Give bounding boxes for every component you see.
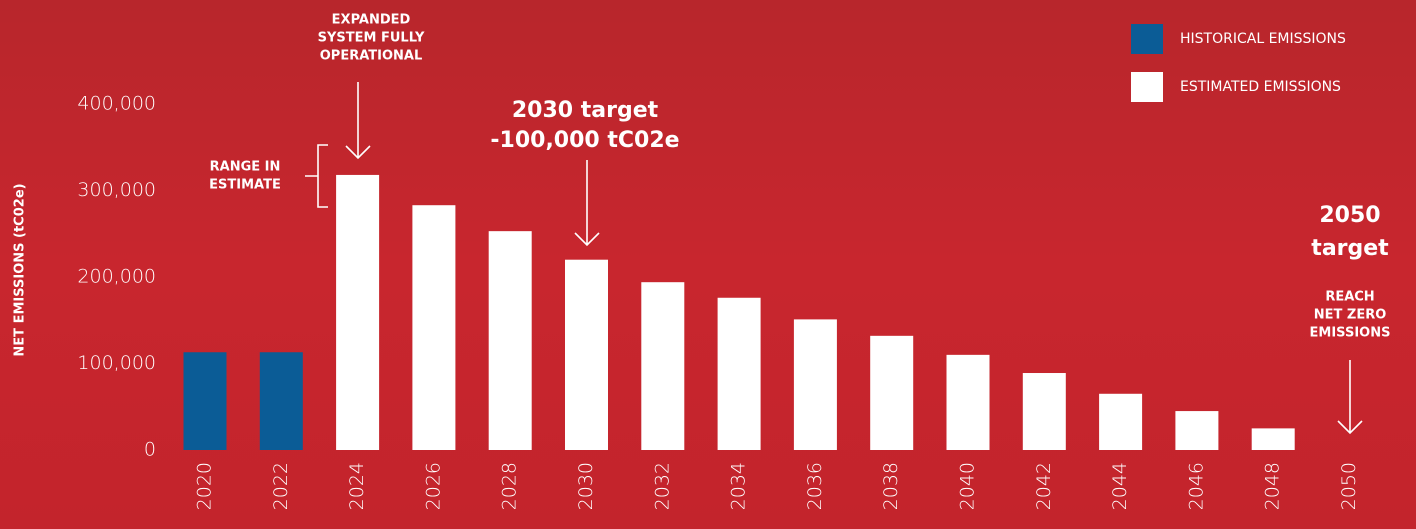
bar — [870, 335, 914, 450]
bar — [946, 354, 990, 450]
x-tick-label: 2022 — [270, 462, 292, 510]
x-tick-label: 2020 — [194, 462, 216, 510]
y-tick-label: 100,000 — [77, 352, 156, 374]
annotation: NET ZERO — [1314, 308, 1387, 323]
y-tick-label: 300,000 — [77, 179, 156, 201]
y-axis-label: NET EMISSIONS (tC02e) — [13, 183, 28, 356]
y-tick-label: 400,000 — [77, 93, 156, 115]
bar — [1099, 393, 1143, 450]
y-tick-label: 0 — [144, 439, 156, 461]
annotation: SYSTEM FULLY — [318, 31, 425, 46]
x-tick-label: 2028 — [499, 462, 521, 510]
bar — [1251, 428, 1295, 450]
annotation: 2030 target — [512, 98, 659, 123]
bar — [183, 352, 227, 450]
x-tick-label: 2034 — [728, 462, 750, 510]
legend-swatch — [1131, 24, 1163, 54]
y-tick-label: 200,000 — [77, 266, 156, 288]
bar — [1022, 373, 1066, 450]
x-tick-label: 2040 — [957, 462, 979, 510]
bar — [565, 259, 608, 450]
annotation: RANGE IN — [210, 160, 281, 175]
bar — [1175, 411, 1219, 450]
annotation: target — [1311, 236, 1389, 261]
bar — [641, 282, 685, 450]
annotation: EXPANDED — [332, 13, 411, 28]
x-tick-label: 2042 — [1033, 462, 1055, 510]
x-tick-label: 2048 — [1262, 462, 1284, 510]
annotation: ESTIMATE — [209, 178, 281, 193]
bar — [259, 352, 303, 450]
legend-label: ESTIMATED EMISSIONS — [1180, 79, 1341, 95]
annotation: REACH — [1325, 290, 1374, 305]
annotation: -100,000 tC02e — [490, 128, 679, 153]
bar — [412, 205, 456, 450]
annotation: EMISSIONS — [1310, 326, 1391, 341]
x-tick-label: 2046 — [1185, 462, 1207, 510]
bar — [717, 297, 761, 450]
legend-label: HISTORICAL EMISSIONS — [1180, 31, 1346, 47]
arrows — [305, 82, 1363, 435]
x-tick-label: 2044 — [1109, 462, 1131, 510]
legend-swatch — [1131, 72, 1163, 102]
bar — [488, 231, 532, 450]
x-tick-label: 2024 — [346, 462, 368, 510]
x-tick-label: 2032 — [651, 462, 673, 510]
x-tick-label: 2050 — [1338, 462, 1360, 510]
bar — [793, 319, 837, 450]
x-tick-label: 2030 — [575, 462, 597, 510]
x-tick-label: 2038 — [880, 462, 902, 510]
x-tick-label: 2026 — [422, 462, 444, 510]
bar — [336, 174, 380, 450]
annotation: 2050 — [1319, 203, 1380, 228]
x-tick-label: 2036 — [804, 462, 826, 510]
annotation: OPERATIONAL — [320, 49, 423, 64]
